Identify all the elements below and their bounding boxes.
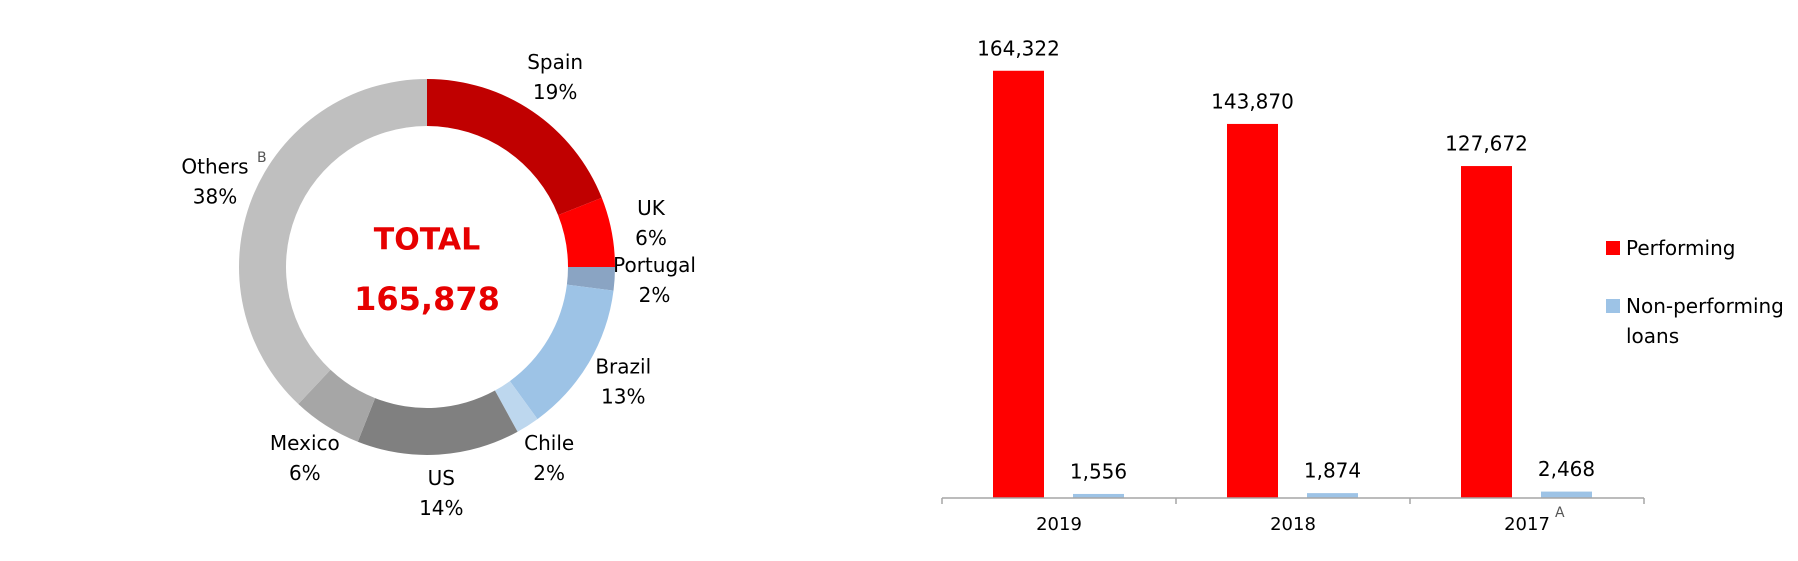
donut-center-title: TOTAL (374, 223, 480, 258)
slice-value-label: 6% (635, 226, 667, 250)
slice-note: B (257, 150, 267, 166)
x-tick-label: 2019 (1036, 514, 1082, 535)
slice-value-label: 2% (533, 461, 565, 485)
bar-value-label: 164,322 (977, 36, 1060, 60)
bar-value-label: 143,870 (1211, 89, 1294, 113)
legend-swatch (1606, 299, 1620, 313)
slice-value-label: 6% (289, 461, 321, 485)
slice-value-label: 13% (601, 385, 645, 409)
bar (1073, 493, 1124, 498)
bar (1541, 491, 1592, 498)
bar-value-label: 1,874 (1304, 459, 1361, 483)
slice-label: UK (637, 196, 666, 220)
bar-value-label: 127,672 (1445, 132, 1528, 156)
slice-value-label: 14% (419, 496, 463, 520)
slice-value-label: 2% (639, 283, 671, 307)
donut-slice (427, 79, 602, 216)
slice-label: US (428, 466, 455, 490)
legend-label: Non-performing loans (1626, 294, 1784, 348)
slice-label: Chile (524, 431, 574, 455)
donut-slice (509, 284, 614, 420)
bar (1227, 123, 1278, 499)
bar-value-label: 2,468 (1538, 457, 1595, 481)
x-tick-label: 2018 (1270, 514, 1316, 535)
slice-value-label: 38% (193, 185, 237, 209)
slice-label: Mexico (270, 431, 340, 455)
donut-slice (298, 369, 376, 442)
legend-label: Performing (1626, 236, 1736, 260)
slice-label: Portugal (613, 253, 696, 277)
donut-slice (238, 79, 427, 405)
legend-swatch (1606, 241, 1620, 255)
bar (1307, 493, 1358, 498)
bar-value-label: 1,556 (1070, 459, 1127, 483)
slice-label: Others (181, 155, 248, 179)
x-note: A (1555, 505, 1565, 521)
bar (1461, 166, 1512, 498)
slice-label: Brazil (595, 355, 651, 379)
donut-center-value: 165,878 (354, 280, 500, 318)
donut-slice (357, 390, 518, 455)
slice-label: Spain (527, 50, 583, 74)
donut-slice (558, 197, 615, 267)
donut-slice (494, 381, 538, 432)
bar (993, 70, 1044, 498)
donut-slice (566, 267, 615, 291)
slice-value-label: 19% (533, 80, 577, 104)
x-tick-label: 2017 (1504, 514, 1550, 535)
